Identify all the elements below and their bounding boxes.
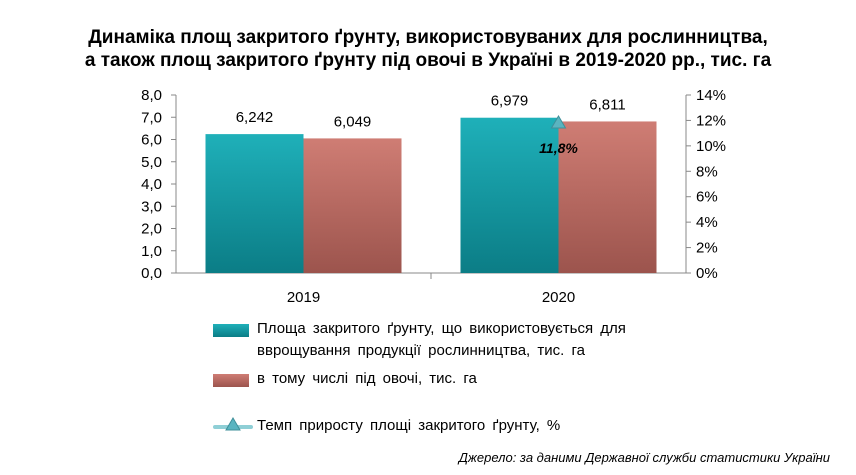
legend-swatch-vegetables [213,374,249,387]
bar-value-label: 6,811 [589,96,625,113]
y-left-tick-label: 4,0 [141,176,162,193]
y-left-tick-label: 1,0 [141,243,162,260]
y-right-tick-label: 14% [696,87,726,104]
chart-title-line-2: а також площ закритого ґрунту під овочі … [84,50,772,71]
legend-label-total-area-line-2: вврощування продукції рослинництва, тис.… [257,342,585,359]
y-right-tick-label: 2% [696,240,718,257]
x-tick-label: 2019 [287,289,320,306]
source-note: Джерело: за даними Державної служби стат… [458,450,830,465]
y-left-tick-label: 0,0 [141,265,162,282]
x-tick-label: 2020 [542,289,575,306]
legend-swatch-growth-rate [213,417,253,431]
y-right-tick-label: 10% [696,138,726,155]
y-right-tick-label: 8% [696,163,718,180]
bar-vegetables-2020 [558,121,657,273]
y-left-tick-label: 3,0 [141,198,162,215]
y-left-tick-label: 7,0 [141,109,162,126]
growth-rate-label: 11,8% [539,140,578,156]
y-left-tick-label: 8,0 [141,87,162,104]
chart-title-line-1: Динаміка площ закритого ґрунту, використ… [88,27,768,48]
chart-title: Динаміка площ закритого ґрунту, використ… [0,26,856,72]
y-right-tick-label: 12% [696,112,726,129]
bar-total-area-2020 [460,117,559,273]
legend-label-growth-rate: Темп приросту площі закритого ґрунту, % [257,417,561,434]
growth-rate-marker [550,114,567,129]
bar-vegetables-2019 [303,138,402,273]
bar-total-area-2019 [205,134,304,273]
y-left-tick-label: 5,0 [141,154,162,171]
y-right-tick-label: 4% [696,214,718,231]
y-right-tick-label: 0% [696,265,718,282]
bar-value-label: 6,979 [491,93,529,110]
legend-label-vegetables: в тому числі під овочі, тис. га [257,370,477,387]
bar-value-label: 6,049 [334,113,372,130]
y-left-tick-label: 2,0 [141,221,162,238]
y-right-tick-label: 6% [696,189,718,206]
legend-swatch-total-area [213,324,249,337]
bar-value-label: 6,242 [236,109,274,126]
legend-label-total-area-line-1: Площа закритого ґрунту, що використовуєт… [257,320,626,337]
y-left-tick-label: 6,0 [141,132,162,149]
